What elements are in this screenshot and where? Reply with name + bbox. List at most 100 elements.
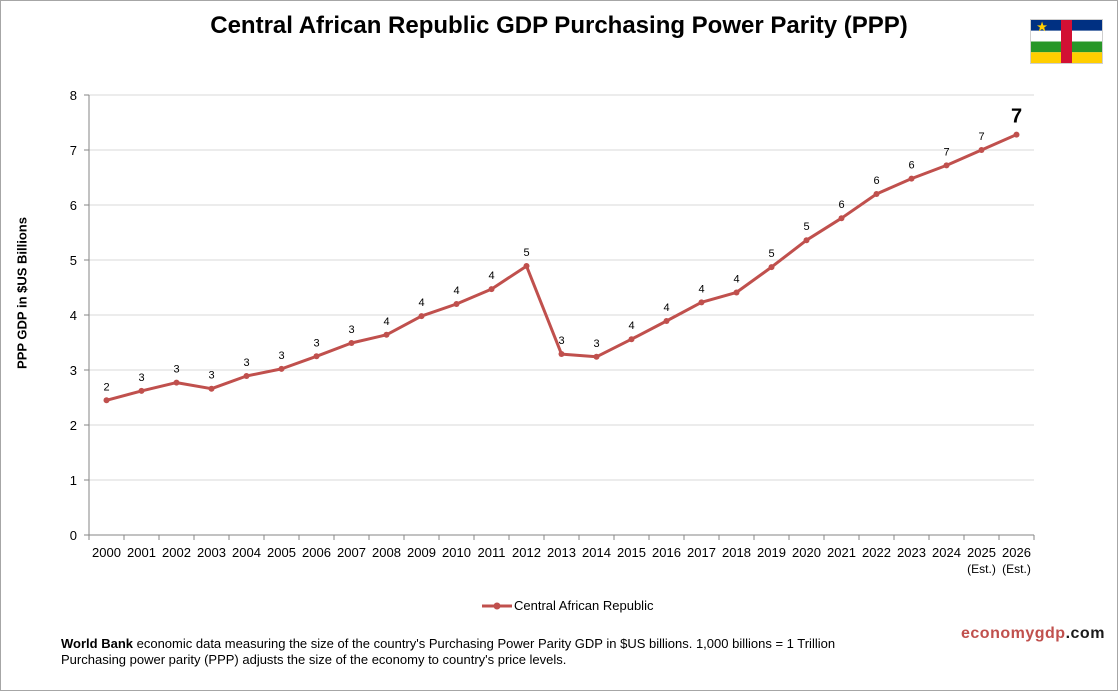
x-tick-label: 2004 (232, 545, 261, 560)
data-label: 7 (1011, 106, 1022, 128)
legend: Central African Republic (482, 598, 653, 613)
y-tick-label: 5 (70, 253, 77, 268)
x-tick-note: (Est.) (1002, 562, 1031, 576)
data-label: 3 (243, 357, 249, 369)
data-label: 4 (488, 270, 494, 282)
data-point (803, 237, 810, 244)
data-label: 7 (978, 131, 984, 143)
x-tick-label: 2007 (337, 545, 366, 560)
data-point (558, 351, 565, 358)
data-point (1013, 131, 1020, 138)
brand-part2: gdp (1034, 625, 1066, 642)
x-tick-label: 2017 (687, 545, 716, 560)
x-tick-label: 2005 (267, 545, 296, 560)
y-tick-label: 2 (70, 418, 77, 433)
data-point (768, 264, 775, 271)
x-tick-label: 2018 (722, 545, 751, 560)
data-label: 4 (698, 283, 704, 295)
footnote-line2: Purchasing power parity (PPP) adjusts th… (61, 652, 567, 667)
x-tick-label: 2025 (967, 545, 996, 560)
x-tick-label: 2016 (652, 545, 681, 560)
x-tick-label: 2026 (1002, 545, 1031, 560)
central-african-republic-flag-icon (1030, 19, 1103, 64)
data-point (173, 379, 180, 386)
data-label: 4 (418, 297, 424, 309)
data-label: 6 (873, 175, 879, 187)
chart-title: Central African Republic GDP Purchasing … (210, 12, 908, 39)
data-label: 6 (838, 199, 844, 211)
y-tick-label: 8 (70, 88, 77, 103)
footnote-line1: economic data measuring the size of the … (133, 636, 836, 651)
data-label: 3 (208, 370, 214, 382)
data-point (103, 397, 110, 404)
x-tick-label: 2023 (897, 545, 926, 560)
data-label: 3 (313, 337, 319, 349)
brand-part1: economy (961, 625, 1035, 642)
data-point (698, 299, 705, 306)
legend-label: Central African Republic (514, 598, 654, 613)
data-label: 6 (908, 160, 914, 172)
y-tick-label: 4 (70, 308, 77, 323)
data-label: 3 (593, 338, 599, 350)
data-point (383, 331, 390, 338)
legend-line-marker-icon (482, 602, 512, 609)
x-tick-label: 2013 (547, 545, 576, 560)
x-tick-label: 2003 (197, 545, 226, 560)
y-tick-label: 1 (70, 473, 77, 488)
x-tick-label: 2019 (757, 545, 786, 560)
x-tick-label: 2024 (932, 545, 961, 560)
data-point (733, 289, 740, 296)
y-tick-label: 3 (70, 363, 77, 378)
data-label: 4 (383, 316, 389, 328)
x-tick-label: 2001 (127, 545, 156, 560)
data-point (838, 215, 845, 222)
brand-logo[interactable]: economygdp.com (961, 625, 1105, 643)
y-tick-label: 0 (70, 528, 77, 543)
data-label: 5 (803, 221, 809, 233)
data-point (978, 147, 985, 153)
data-label: 3 (138, 372, 144, 384)
y-tick-label: 6 (70, 198, 77, 213)
footnote-source: World Bank (61, 636, 133, 651)
data-label: 4 (453, 285, 459, 297)
brand-part3: .com (1065, 625, 1105, 642)
data-point (873, 191, 880, 197)
footnote: World Bank economic data measuring the s… (61, 636, 835, 668)
data-point (453, 301, 460, 307)
data-label: 3 (173, 364, 179, 376)
data-point (593, 353, 600, 360)
data-point (138, 387, 145, 394)
x-tick-label: 2006 (302, 545, 331, 560)
data-label: 2 (103, 381, 109, 393)
x-tick-label: 2022 (862, 545, 891, 560)
x-tick-label: 2020 (792, 545, 821, 560)
data-point (418, 313, 425, 320)
data-point (523, 263, 530, 270)
x-tick-label: 2015 (617, 545, 646, 560)
x-tick-label: 2009 (407, 545, 436, 560)
data-label: 4 (663, 302, 669, 314)
data-label: 3 (278, 350, 284, 362)
data-label: 3 (348, 324, 354, 336)
data-label: 7 (943, 146, 949, 158)
data-point (943, 162, 950, 169)
x-tick-label: 2010 (442, 545, 471, 560)
x-tick-label: 2008 (372, 545, 401, 560)
x-tick-label: 2014 (582, 545, 611, 560)
y-tick-label: 7 (70, 143, 77, 158)
data-point (208, 385, 215, 392)
data-point (488, 286, 495, 293)
data-label: 5 (768, 248, 774, 260)
data-point (243, 373, 250, 380)
data-label: 4 (733, 273, 739, 285)
x-tick-label: 2021 (827, 545, 856, 560)
data-point (313, 353, 320, 360)
data-point (663, 318, 670, 325)
x-tick-note: (Est.) (967, 562, 996, 576)
data-point (628, 336, 635, 343)
data-label: 5 (523, 247, 529, 259)
data-point (278, 365, 285, 372)
data-label: 3 (558, 335, 564, 347)
x-tick-label: 2000 (92, 545, 121, 560)
